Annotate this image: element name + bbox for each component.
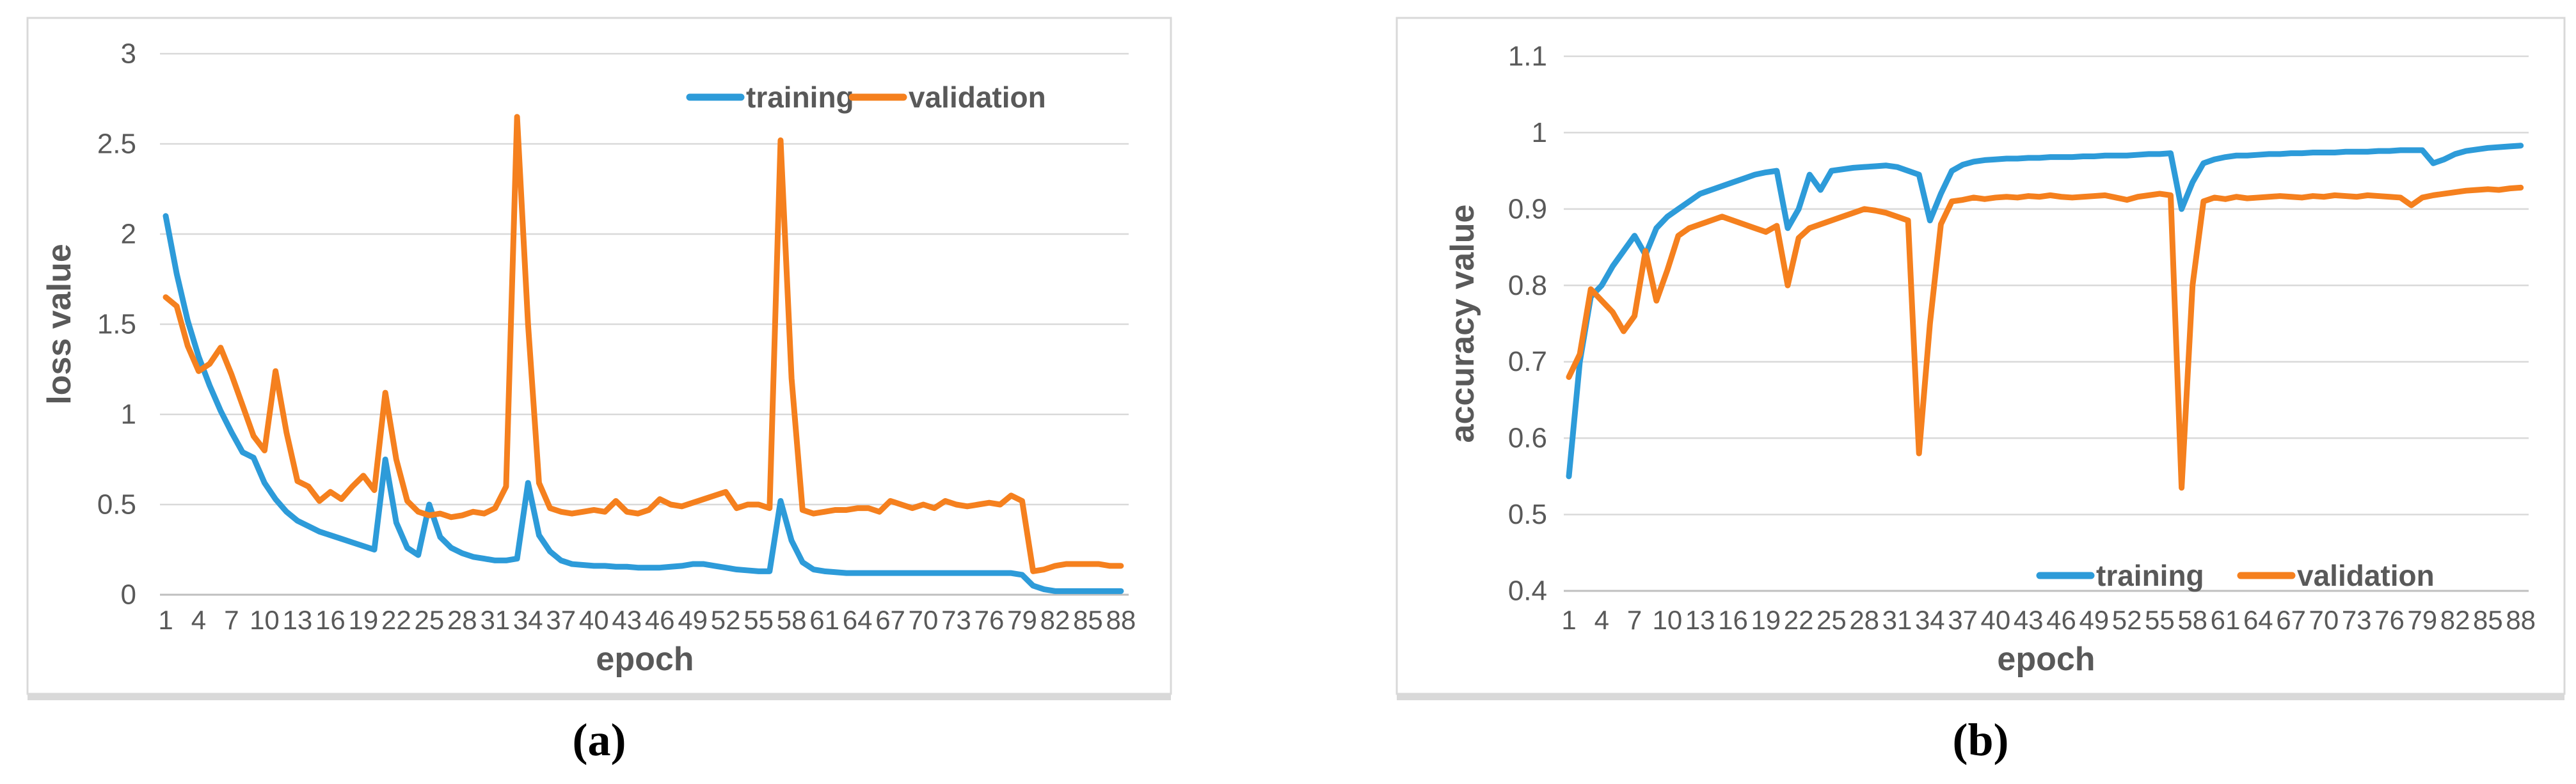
x-tick-label-a: 85: [1073, 605, 1103, 635]
x-tick-label-b: 79: [2407, 605, 2437, 635]
x-tick-label-a: 28: [447, 605, 477, 635]
x-tick-label-a: 7: [224, 605, 239, 635]
y-tick-label-a: 3: [121, 38, 136, 70]
y-tick-label-a: 0.5: [97, 489, 136, 521]
y-tick-label-b: 0.9: [1508, 193, 1547, 224]
panel-frame-b: [1395, 17, 2566, 695]
x-tick-label-a: 73: [941, 605, 971, 635]
x-axis-title-b: epoch: [1997, 641, 2095, 678]
x-tick-label-a: 31: [480, 605, 510, 635]
x-tick-label-a: 76: [974, 605, 1005, 635]
x-tick-label-b: 40: [1981, 605, 2011, 635]
series-validation-line-b: [1566, 184, 2524, 491]
x-tick-label-a: 40: [579, 605, 609, 635]
x-tick-label-a: 22: [381, 605, 411, 635]
y-tick-label-b: 0.7: [1508, 346, 1547, 377]
x-tick-label-a: 1: [158, 605, 173, 635]
x-tick-label-b: 34: [1915, 605, 1945, 635]
y-tick-label-b: 1.1: [1508, 41, 1547, 72]
x-tick-label-b: 37: [1948, 605, 1978, 635]
x-tick-label-a: 70: [909, 605, 939, 635]
y-axis-title-a: loss value: [41, 244, 78, 404]
caption-panel-b: (b): [1952, 714, 2009, 765]
x-tick-label-b: 10: [1653, 605, 1683, 635]
x-tick-label-a: 43: [612, 605, 642, 635]
x-tick-label-b: 16: [1718, 605, 1748, 635]
x-tick-label-b: 28: [1849, 605, 1879, 635]
x-tick-label-b: 55: [2145, 605, 2175, 635]
panel-shadow-b: [1397, 694, 2564, 700]
series-training-line-a: [163, 213, 1124, 594]
y-tick-label-b: 0.5: [1508, 499, 1547, 530]
x-tick-label-a: 46: [645, 605, 675, 635]
series-validation-line-a: [163, 114, 1124, 574]
x-tick-label-b: 46: [2046, 605, 2076, 635]
y-tick-label-b: 0.4: [1508, 576, 1547, 607]
legend-training-label-b: training: [2096, 559, 2204, 592]
x-tick-label-b: 64: [2243, 605, 2273, 635]
caption-panel-a: (a): [572, 714, 626, 765]
x-tick-label-a: 64: [843, 605, 873, 635]
x-tick-label-b: 67: [2276, 605, 2306, 635]
x-tick-label-b: 4: [1594, 605, 1609, 635]
x-tick-label-a: 88: [1106, 605, 1136, 635]
y-tick-label-a: 1.5: [97, 309, 136, 340]
x-tick-label-a: 25: [414, 605, 444, 635]
x-tick-label-a: 67: [875, 605, 905, 635]
x-tick-label-a: 4: [191, 605, 206, 635]
x-tick-label-b: 7: [1627, 605, 1642, 635]
y-tick-label-a: 1: [121, 399, 136, 430]
x-tick-label-b: 58: [2177, 605, 2207, 635]
x-tick-label-b: 70: [2309, 605, 2339, 635]
x-tick-label-a: 82: [1040, 605, 1070, 635]
y-tick-label-a: 0: [121, 579, 136, 611]
x-tick-label-b: 13: [1685, 605, 1715, 635]
x-tick-label-a: 34: [513, 605, 543, 635]
x-tick-label-b: 49: [2079, 605, 2109, 635]
x-tick-label-b: 61: [2211, 605, 2241, 635]
x-tick-label-b: 1: [1561, 605, 1576, 635]
x-tick-label-b: 76: [2374, 605, 2405, 635]
panel-shadow-a: [28, 694, 1171, 700]
x-tick-label-b: 88: [2506, 605, 2536, 635]
x-tick-label-b: 85: [2473, 605, 2503, 635]
y-tick-label-a: 2: [121, 219, 136, 250]
x-tick-label-a: 79: [1007, 605, 1037, 635]
x-tick-label-b: 22: [1784, 605, 1814, 635]
x-tick-label-b: 19: [1751, 605, 1781, 635]
x-tick-label-a: 61: [809, 605, 839, 635]
y-tick-label-a: 2.5: [97, 129, 136, 160]
y-tick-label-b: 0.6: [1508, 423, 1547, 454]
y-tick-label-b: 0.8: [1508, 270, 1547, 301]
x-tick-label-a: 13: [283, 605, 313, 635]
x-tick-label-b: 82: [2440, 605, 2470, 635]
x-axis-title-a: epoch: [596, 641, 694, 678]
legend-validation-label-b: validation: [2297, 559, 2435, 592]
x-tick-label-a: 19: [349, 605, 379, 635]
x-tick-label-b: 25: [1817, 605, 1847, 635]
x-tick-label-a: 52: [711, 605, 741, 635]
y-axis-title-b: accuracy value: [1444, 205, 1481, 443]
legend-validation-label-a: validation: [909, 81, 1046, 114]
x-tick-label-a: 58: [777, 605, 807, 635]
x-tick-label-a: 55: [743, 605, 774, 635]
x-tick-label-a: 10: [250, 605, 280, 635]
x-tick-label-a: 37: [546, 605, 576, 635]
x-tick-label-a: 49: [678, 605, 708, 635]
x-tick-label-a: 16: [315, 605, 346, 635]
series-training-line-b: [1566, 143, 2524, 480]
x-tick-label-b: 43: [2014, 605, 2044, 635]
x-tick-label-b: 73: [2342, 605, 2372, 635]
legend-training-label-a: training: [746, 81, 854, 114]
x-tick-label-b: 31: [1882, 605, 1912, 635]
x-tick-label-b: 52: [2112, 605, 2142, 635]
y-tick-label-b: 1: [1532, 117, 1547, 148]
